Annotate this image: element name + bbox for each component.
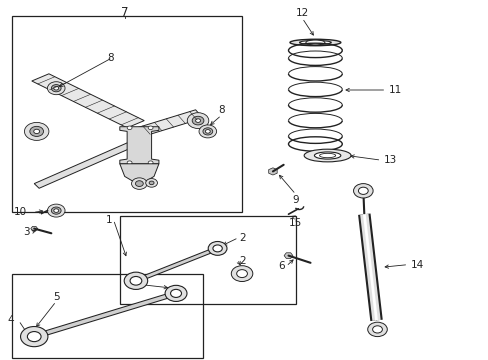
Circle shape <box>358 187 367 194</box>
Circle shape <box>212 245 222 252</box>
Circle shape <box>20 327 48 347</box>
Text: 8: 8 <box>107 53 114 63</box>
Text: 2: 2 <box>239 256 246 266</box>
Circle shape <box>208 242 226 255</box>
Circle shape <box>145 179 157 187</box>
Circle shape <box>149 181 154 185</box>
Ellipse shape <box>289 39 340 46</box>
Circle shape <box>187 113 208 129</box>
Circle shape <box>170 289 181 297</box>
Circle shape <box>127 126 132 130</box>
Polygon shape <box>32 74 144 128</box>
Circle shape <box>192 116 203 125</box>
Circle shape <box>231 266 252 282</box>
Text: 2: 2 <box>239 233 246 243</box>
Circle shape <box>51 85 61 92</box>
Circle shape <box>165 285 186 301</box>
Circle shape <box>372 326 382 333</box>
Circle shape <box>148 161 153 165</box>
Circle shape <box>54 209 59 212</box>
Text: 3: 3 <box>22 227 29 237</box>
Circle shape <box>205 130 210 133</box>
Circle shape <box>135 181 143 186</box>
Circle shape <box>124 272 147 289</box>
Polygon shape <box>31 226 38 231</box>
Ellipse shape <box>299 40 331 45</box>
Text: 10: 10 <box>14 207 27 217</box>
Circle shape <box>195 119 200 122</box>
Circle shape <box>47 82 65 95</box>
Circle shape <box>148 126 153 130</box>
Circle shape <box>203 128 212 135</box>
Ellipse shape <box>304 149 350 162</box>
Circle shape <box>367 322 386 337</box>
Circle shape <box>47 204 65 217</box>
Polygon shape <box>137 110 203 136</box>
Bar <box>12 274 203 358</box>
Ellipse shape <box>314 152 340 159</box>
Text: 1: 1 <box>105 215 112 225</box>
Text: 4: 4 <box>7 315 14 325</box>
Circle shape <box>353 184 372 198</box>
Polygon shape <box>34 138 144 188</box>
Ellipse shape <box>305 40 324 45</box>
Circle shape <box>131 178 147 189</box>
Text: 8: 8 <box>218 105 224 115</box>
Circle shape <box>236 270 247 278</box>
Text: 9: 9 <box>292 195 299 205</box>
Text: 15: 15 <box>288 218 302 228</box>
Text: 5: 5 <box>53 292 60 302</box>
Circle shape <box>30 126 43 136</box>
Circle shape <box>27 332 41 342</box>
Text: 7: 7 <box>121 6 128 19</box>
Circle shape <box>199 125 216 138</box>
Text: 6: 6 <box>278 261 285 271</box>
Polygon shape <box>120 164 159 181</box>
Text: 5: 5 <box>126 274 133 284</box>
Circle shape <box>130 276 142 285</box>
Text: 14: 14 <box>410 260 423 270</box>
Circle shape <box>24 122 49 140</box>
Ellipse shape <box>319 153 335 158</box>
Polygon shape <box>284 253 292 258</box>
Bar <box>12 16 242 212</box>
Circle shape <box>51 207 61 214</box>
Text: 11: 11 <box>388 85 401 95</box>
Polygon shape <box>120 127 159 164</box>
Bar <box>120 216 295 304</box>
Circle shape <box>127 161 132 165</box>
Circle shape <box>34 129 40 134</box>
Text: 13: 13 <box>383 155 396 165</box>
Circle shape <box>54 86 59 90</box>
Polygon shape <box>268 168 277 175</box>
Text: 12: 12 <box>295 8 308 18</box>
